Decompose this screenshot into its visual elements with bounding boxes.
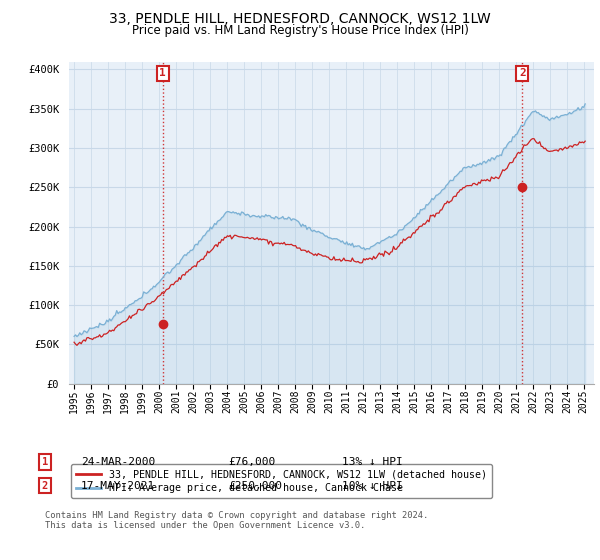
Text: 2: 2 [42,480,48,491]
Text: Contains HM Land Registry data © Crown copyright and database right 2024.
This d: Contains HM Land Registry data © Crown c… [45,511,428,530]
Text: 17-MAY-2021: 17-MAY-2021 [81,480,155,491]
Text: £250,000: £250,000 [228,480,282,491]
Legend: 33, PENDLE HILL, HEDNESFORD, CANNOCK, WS12 1LW (detached house), HPI: Average pr: 33, PENDLE HILL, HEDNESFORD, CANNOCK, WS… [71,464,493,498]
Text: 24-MAR-2000: 24-MAR-2000 [81,457,155,467]
Text: 2: 2 [519,68,526,78]
Text: 1: 1 [42,457,48,467]
Text: £76,000: £76,000 [228,457,275,467]
Text: 1: 1 [160,68,166,78]
Text: Price paid vs. HM Land Registry's House Price Index (HPI): Price paid vs. HM Land Registry's House … [131,24,469,36]
Text: 33, PENDLE HILL, HEDNESFORD, CANNOCK, WS12 1LW: 33, PENDLE HILL, HEDNESFORD, CANNOCK, WS… [109,12,491,26]
Text: 10% ↓ HPI: 10% ↓ HPI [342,480,403,491]
Text: 13% ↓ HPI: 13% ↓ HPI [342,457,403,467]
